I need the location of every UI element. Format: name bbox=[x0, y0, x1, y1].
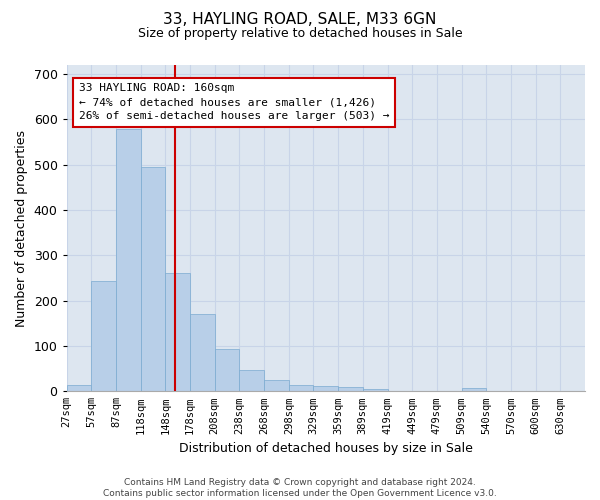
Text: Contains HM Land Registry data © Crown copyright and database right 2024.
Contai: Contains HM Land Registry data © Crown c… bbox=[103, 478, 497, 498]
Bar bbox=[363, 388, 388, 392]
Text: Size of property relative to detached houses in Sale: Size of property relative to detached ho… bbox=[137, 28, 463, 40]
Bar bbox=[116, 130, 140, 392]
Y-axis label: Number of detached properties: Number of detached properties bbox=[15, 130, 28, 326]
Bar bbox=[140, 167, 166, 392]
X-axis label: Distribution of detached houses by size in Sale: Distribution of detached houses by size … bbox=[179, 442, 473, 455]
Bar bbox=[289, 386, 313, 392]
Bar bbox=[166, 274, 190, 392]
Bar bbox=[239, 370, 264, 392]
Bar bbox=[215, 349, 239, 392]
Bar bbox=[67, 386, 91, 392]
Text: 33 HAYLING ROAD: 160sqm
← 74% of detached houses are smaller (1,426)
26% of semi: 33 HAYLING ROAD: 160sqm ← 74% of detache… bbox=[79, 83, 389, 121]
Text: 33, HAYLING ROAD, SALE, M33 6GN: 33, HAYLING ROAD, SALE, M33 6GN bbox=[163, 12, 437, 28]
Bar bbox=[338, 387, 363, 392]
Bar bbox=[461, 388, 486, 392]
Bar bbox=[91, 281, 116, 392]
Bar bbox=[264, 380, 289, 392]
Bar bbox=[190, 314, 215, 392]
Bar bbox=[313, 386, 338, 392]
